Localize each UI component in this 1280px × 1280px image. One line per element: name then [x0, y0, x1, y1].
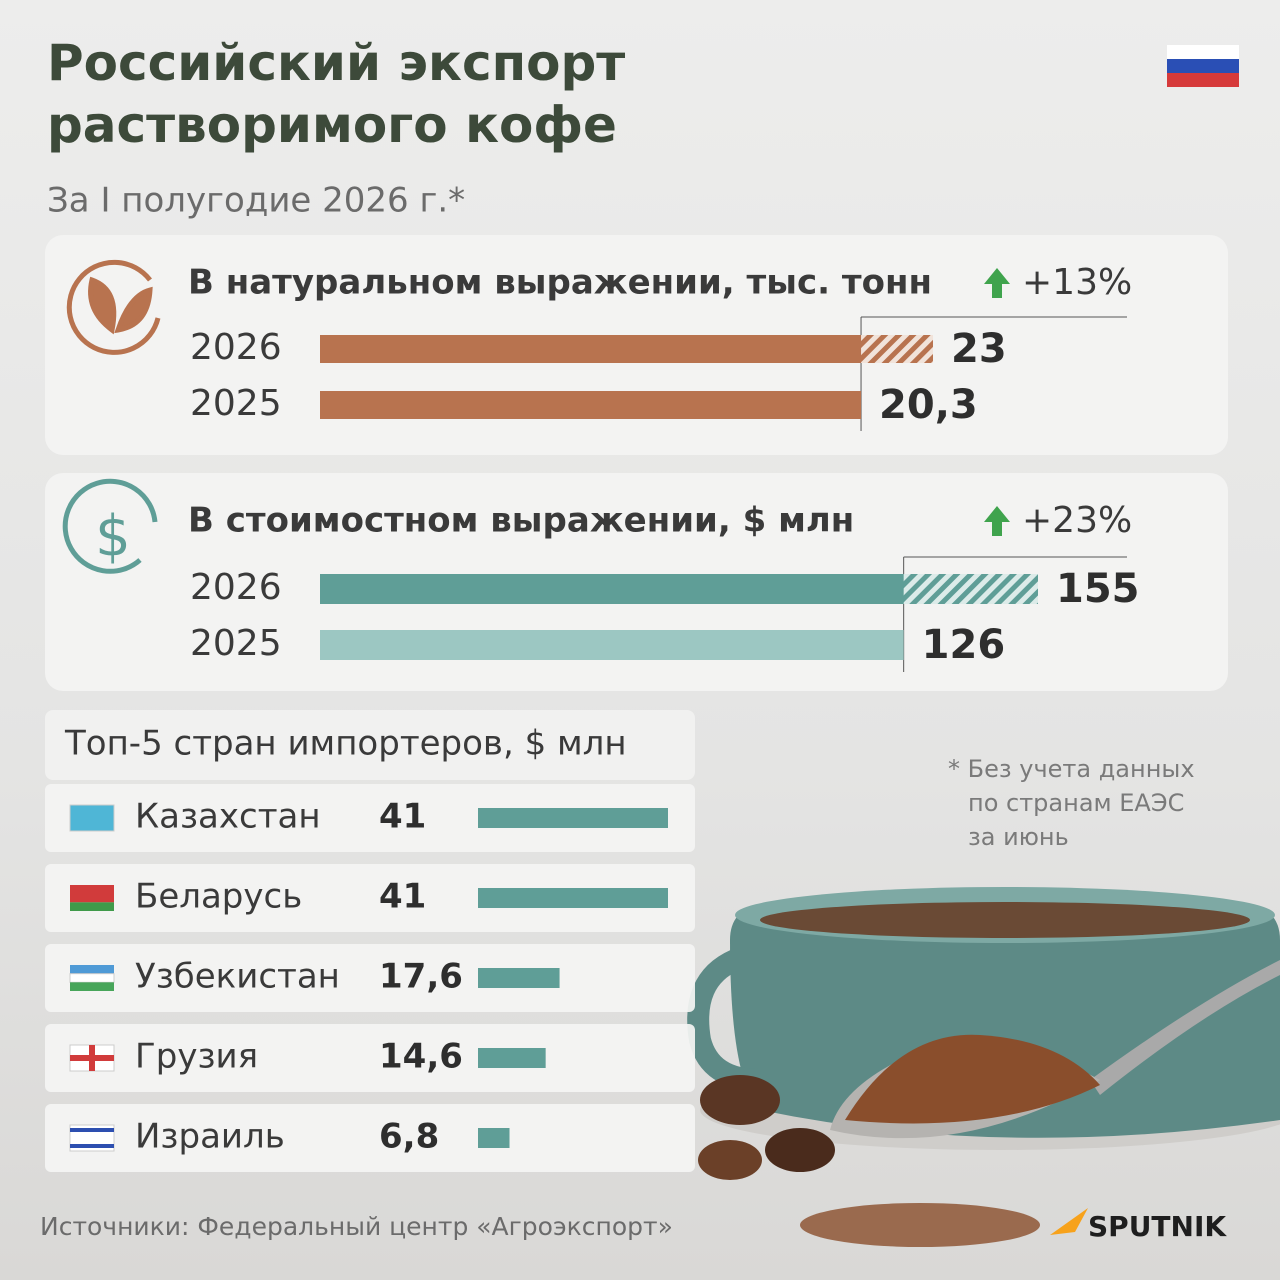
country-flag	[70, 1055, 114, 1061]
coffee-illustration	[687, 887, 1280, 1247]
row-background	[45, 944, 695, 1012]
bar-base	[320, 574, 904, 604]
country-flag	[70, 1144, 114, 1148]
value-label: 6,8	[379, 1117, 439, 1157]
note-line: за июнь	[968, 823, 1069, 851]
value-label: 20,3	[879, 382, 978, 428]
country-flag	[70, 982, 114, 991]
country-flag	[69, 804, 115, 832]
country-label: Казахстан	[135, 797, 321, 837]
row-background	[45, 1104, 695, 1172]
country-label: Узбекистан	[135, 957, 340, 997]
year-label: 2025	[190, 623, 282, 664]
bar	[320, 391, 862, 419]
bar	[478, 968, 560, 988]
year-label: 2025	[190, 383, 282, 424]
country-flag	[70, 902, 114, 911]
value-label: 126	[922, 622, 1006, 668]
country-label: Израиль	[135, 1117, 285, 1157]
year-label: 2026	[190, 567, 282, 608]
bar	[320, 630, 904, 660]
bar	[478, 808, 668, 828]
bar	[478, 1048, 546, 1068]
country-flag	[70, 885, 114, 903]
value-label: 17,6	[379, 957, 463, 997]
value-label: 14,6	[379, 1037, 463, 1077]
up-arrow	[984, 268, 1010, 298]
bar	[478, 888, 668, 908]
country-flag	[69, 973, 115, 983]
subtitle: За I полугодие 2026 г.*	[47, 181, 465, 221]
country-flag	[70, 1128, 114, 1132]
up-arrow	[984, 506, 1010, 536]
country-flag	[70, 965, 114, 974]
brand: SPUTNIK	[1088, 1210, 1227, 1243]
brand-logo	[1050, 1208, 1088, 1235]
note-line: по странам ЕАЭС	[968, 789, 1184, 817]
chart-title: В стоимостном выражении, $ млн	[188, 501, 854, 541]
svg-text:$: $	[95, 504, 131, 569]
year-label: 2026	[190, 327, 282, 368]
note-line: * Без учета данных	[948, 755, 1195, 783]
title-line: Российский экспорт	[47, 34, 625, 92]
change-label: +13%	[1022, 262, 1132, 303]
title-line: растворимого кофе	[47, 96, 617, 154]
leaf-icon	[66, 259, 161, 355]
country-label: Беларусь	[135, 877, 302, 917]
value-label: 41	[379, 877, 426, 917]
value-label: 41	[379, 797, 426, 837]
dollar-icon: $	[62, 478, 158, 574]
chart-title: В натуральном выражении, тыс. тонн	[188, 263, 932, 303]
bar-base	[320, 335, 862, 363]
change-label: +23%	[1022, 500, 1132, 541]
value-label: 155	[1056, 566, 1140, 612]
row-background	[45, 1024, 695, 1092]
chart-title: Топ-5 стран импортеров, $ млн	[64, 724, 627, 764]
bar	[478, 1128, 510, 1148]
russia-flag	[1167, 45, 1239, 87]
row-background	[45, 784, 695, 852]
panel	[45, 710, 695, 780]
country-label: Грузия	[135, 1037, 258, 1077]
value-label: 23	[951, 326, 1007, 372]
row-background	[45, 864, 695, 932]
source: Источники: Федеральный центр «Агроэкспор…	[40, 1212, 673, 1241]
